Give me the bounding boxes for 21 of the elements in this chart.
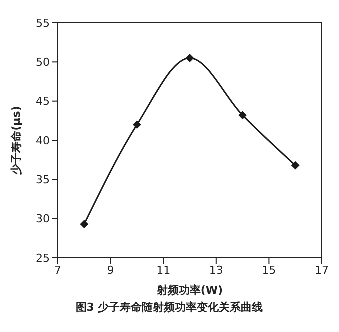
x-tick-label: 13: [209, 264, 224, 277]
x-tick-label: 17: [315, 264, 329, 277]
x-tick-label: 7: [54, 264, 62, 277]
y-tick-label: 55: [36, 16, 50, 30]
y-tick-label: 25: [36, 252, 50, 265]
point: [238, 111, 247, 120]
y-tick-label: 40: [36, 134, 50, 148]
y-tick-label: 45: [36, 95, 50, 108]
x-tick-label: 11: [156, 264, 171, 277]
x-tick-label: 15: [262, 264, 276, 277]
point: [186, 54, 194, 62]
point: [292, 162, 300, 170]
point: [133, 120, 142, 129]
y-tick-label: 35: [36, 174, 50, 187]
caption: 图3 少子寿命随射频功率变化关系曲线: [74, 300, 264, 315]
x-axis-title: 射频功率(W): [156, 284, 224, 297]
y-axis-title: 少子寿命(μs): [10, 106, 23, 176]
y-tick-label: 50: [36, 56, 50, 70]
point: [80, 220, 88, 228]
y-tick-label: 30: [36, 212, 50, 226]
x-tick-label: 9: [107, 264, 114, 277]
